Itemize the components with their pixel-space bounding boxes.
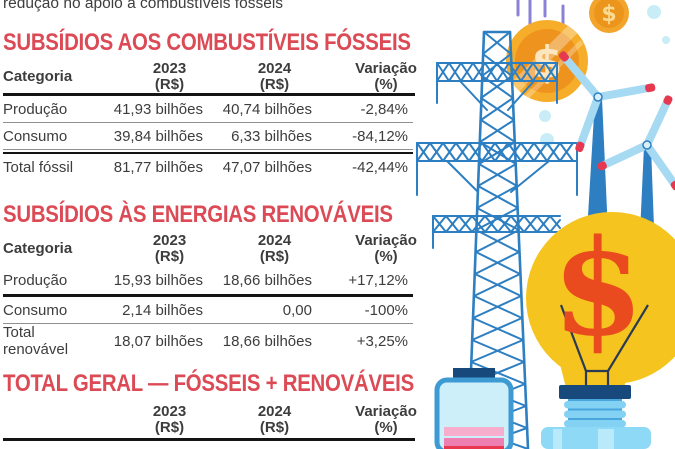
- row-2023-value: 41,93 bilhões: [113, 100, 203, 118]
- bulb-dollar: $: [552, 211, 644, 366]
- low-battery-icon: [434, 368, 514, 449]
- header-2024-unit: (R$): [259, 248, 290, 265]
- fossil-table-body: Produção 41,93 bilhões 40,74 bilhões -2,…: [3, 96, 413, 180]
- section-title-fossil: SUBSÍDIOS AOS COMBUSTÍVEIS FÓSSEIS: [3, 31, 415, 55]
- fossil-table-header: Categoria 2023 (R$) 2024 (R$) Variação (%): [3, 59, 417, 96]
- table-row: Consumo 2,14 bilhões 0,00 -100%: [3, 297, 413, 324]
- row-2023-value: 15,93 bilhões: [113, 271, 203, 289]
- header-2024-unit: (R$): [259, 75, 290, 93]
- header-2023-unit: (R$): [154, 419, 185, 436]
- table-row: Consumo 39,84 bilhões 6,33 bilhões -84,1…: [3, 123, 413, 150]
- row-2024-value: 47,07 bilhões: [222, 158, 312, 176]
- header-categoria: Categoria: [3, 67, 73, 85]
- row-category: Total renovável: [3, 324, 69, 358]
- row-2024-value: 0,00: [282, 301, 312, 319]
- row-category: Consumo: [3, 127, 68, 145]
- coin-small-dollar: $: [601, 2, 616, 27]
- row-category: Total fóssil: [3, 158, 74, 176]
- header-2023: 2023: [152, 59, 187, 77]
- header-2024: 2024: [257, 232, 292, 249]
- row-2023-value: 18,07 bilhões: [113, 332, 203, 350]
- wind-turbine-left-icon: [558, 51, 656, 233]
- header-variacao: Variação: [355, 59, 417, 77]
- row-2023-value: 81,77 bilhões: [113, 158, 203, 176]
- row-2024-value: 6,33 bilhões: [231, 127, 312, 145]
- row-variacao-value: -100%: [364, 301, 408, 319]
- row-2024-value: 18,66 bilhões: [222, 332, 312, 350]
- table-row: Produção 15,93 bilhões 18,66 bilhões +17…: [3, 266, 413, 297]
- row-2023-value: 39,84 bilhões: [113, 127, 203, 145]
- row-variacao-value: +17,12%: [348, 271, 408, 289]
- intro-text: redução no apoio a combustíveis fósseis: [3, 0, 284, 12]
- table-row-total: Total fóssil 81,77 bilhões 47,07 bilhões…: [3, 152, 413, 180]
- grand-total-table-header: 2023 (R$) 2024 (R$) Variação (%): [3, 402, 417, 441]
- table-row: Produção 41,93 bilhões 40,74 bilhões -2,…: [3, 96, 413, 123]
- row-category: Produção: [3, 100, 68, 118]
- header-variacao-unit: (%): [374, 248, 398, 265]
- dollar-bulb-icon: $: [526, 211, 675, 449]
- header-variacao-unit: (%): [374, 419, 398, 436]
- coin-small-icon: $: [589, 0, 629, 33]
- row-variacao-value: -2,84%: [360, 100, 408, 118]
- section-title-renewable: SUBSÍDIOS ÀS ENERGIAS RENOVÁVEIS: [3, 203, 415, 227]
- header-2024: 2024: [257, 403, 292, 420]
- row-category: Consumo: [3, 301, 68, 319]
- section-title-grand-total: TOTAL GERAL — FÓSSEIS + RENOVÁVEIS: [3, 372, 415, 396]
- row-variacao-value: -42,44%: [352, 158, 408, 176]
- header-2023: 2023: [152, 232, 187, 249]
- row-2024-value: 18,66 bilhões: [222, 271, 312, 289]
- renewable-table-body: Produção 15,93 bilhões 18,66 bilhões +17…: [3, 266, 413, 358]
- row-2023-value: 2,14 bilhões: [122, 301, 203, 319]
- header-variacao: Variação: [355, 403, 417, 420]
- section-title-grand-total-text: TOTAL GERAL — FÓSSEIS + RENOVÁVEIS: [3, 370, 414, 397]
- header-2024: 2024: [257, 59, 292, 77]
- header-2023-unit: (R$): [154, 248, 185, 265]
- table-row-total: Total renovável 18,07 bilhões 18,66 bilh…: [3, 324, 413, 358]
- section-title-fossil-text: SUBSÍDIOS AOS COMBUSTÍVEIS FÓSSEIS: [3, 29, 411, 56]
- renewable-table-header: Categoria 2023 (R$) 2024 (R$) Variação (%): [3, 232, 417, 266]
- header-2023-unit: (R$): [154, 75, 185, 93]
- row-2024-value: 40,74 bilhões: [222, 100, 312, 118]
- row-variacao-value: +3,25%: [356, 332, 408, 350]
- header-2024-unit: (R$): [259, 419, 290, 436]
- section-title-renewable-text: SUBSÍDIOS ÀS ENERGIAS RENOVÁVEIS: [3, 201, 393, 228]
- header-2023: 2023: [152, 403, 187, 420]
- row-category: Produção: [3, 271, 68, 289]
- header-variacao: Variação: [355, 232, 417, 249]
- header-categoria: Categoria: [3, 240, 73, 257]
- header-variacao-unit: (%): [374, 75, 398, 93]
- row-variacao-value: -84,12%: [352, 127, 408, 145]
